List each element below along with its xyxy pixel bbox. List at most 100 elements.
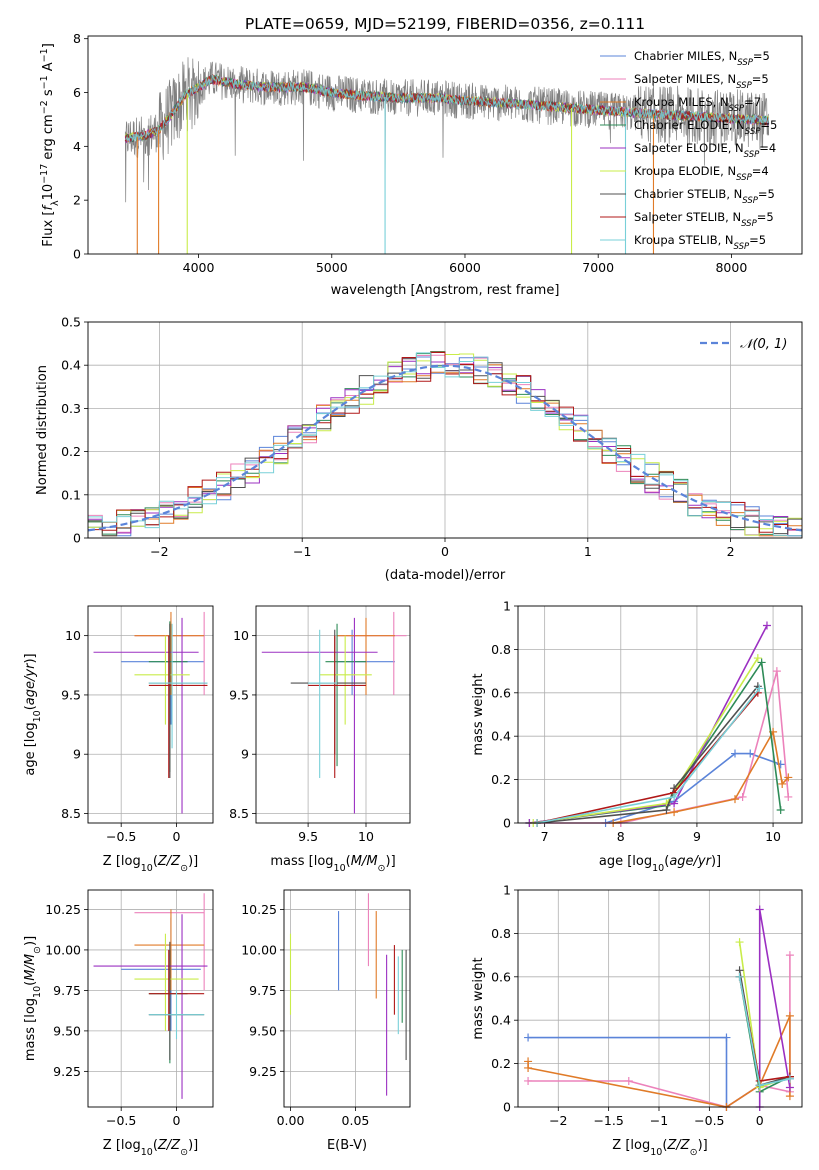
- x-tick-label: 7: [541, 829, 549, 844]
- histogram-kroupa-stelib: [88, 352, 802, 537]
- label-part: mass [log: [270, 854, 333, 869]
- label-part: −2: [39, 100, 50, 114]
- label-part: 10: [141, 1147, 153, 1158]
- y-tick-label: 0.5: [61, 315, 81, 330]
- x-axis-label: wavelength [Angstrom, rest frame]: [331, 283, 560, 298]
- plot-frame: [283, 889, 411, 1108]
- x-tick-label: 0.05: [342, 1113, 370, 1128]
- series-line-chabrier-stelib: [536, 685, 759, 824]
- label-part: (: [153, 854, 158, 869]
- y-tick-label: 6: [73, 85, 81, 100]
- y-axis-label: mass weight: [471, 957, 486, 1039]
- y-tick-label: 9.25: [53, 1064, 81, 1079]
- data-point-salpeter-elodie: [762, 621, 771, 630]
- label-part: 10: [32, 710, 43, 722]
- data-point-salpeter-elodie: [785, 1083, 794, 1092]
- x-tick-label: −0.5: [106, 1113, 136, 1128]
- label-part: (: [346, 854, 351, 869]
- legend-label-sub: SSP: [745, 127, 761, 137]
- y-tick-label: 9.50: [53, 1023, 81, 1038]
- data-point-kroupa-miles: [785, 1011, 794, 1020]
- legend-label-suffix: =4: [759, 141, 776, 155]
- label-part: 10: [652, 863, 664, 874]
- label-part: s: [41, 89, 56, 100]
- y-tick-label: 9.5: [61, 687, 81, 702]
- legend-label-sub: SSP: [736, 81, 752, 91]
- legend-label: Salpeter MILES, NSSP=5: [634, 72, 769, 91]
- legend-label: Chabrier MILES, NSSP=5: [634, 49, 770, 68]
- y-tick-label: 0.2: [61, 444, 81, 459]
- y-axis-label: Normed distribution: [35, 365, 50, 495]
- data-point-salpeter-miles: [524, 1076, 533, 1085]
- y-tick-label: 0.1: [61, 487, 81, 502]
- y-tick-label: 10.25: [241, 902, 277, 917]
- y-tick-label: 10.25: [45, 902, 81, 917]
- y-tick-label: 0: [73, 247, 81, 262]
- x-tick-label: 9.5: [298, 829, 318, 844]
- x-tick-label: −0.5: [694, 1113, 724, 1128]
- y-tick-label: 8.5: [61, 806, 81, 821]
- x-tick-label: 1: [584, 544, 592, 559]
- y-tick-label: 4: [73, 139, 81, 154]
- data-point-kroupa-miles: [785, 1092, 794, 1101]
- y-tick-label: 9: [73, 747, 81, 762]
- legend-label-sub: SSP: [736, 173, 752, 183]
- data-point-salpeter-elodie: [755, 905, 764, 914]
- label-part: M/M: [23, 954, 38, 981]
- label-part: Z [log: [103, 854, 141, 869]
- label-part: 10: [41, 184, 56, 201]
- panel-mass-vs-ebv: 0.00 0.05 9.25 9.50 9.75 10.00 10.25 E(B-V): [241, 889, 411, 1153]
- legend-label-sub: SSP: [742, 196, 758, 206]
- label-part: age/yr: [669, 854, 712, 869]
- y-axis-label: mass weight: [471, 673, 486, 755]
- legend-label-suffix: =5: [752, 72, 769, 86]
- y-tick-label: 9.5: [229, 687, 249, 702]
- label-part: 10: [32, 986, 43, 998]
- legend-label-sub: SSP: [741, 219, 757, 229]
- legend-label: Chabrier ELODIE, NSSP=5: [634, 118, 777, 137]
- legend-label-sub: SSP: [734, 242, 750, 252]
- legend-label-sub: SSP: [737, 58, 753, 68]
- label-part: λ: [50, 200, 61, 206]
- data-point-kroupa-stelib: [755, 684, 764, 693]
- label-part: ⊙: [32, 946, 43, 954]
- y-tick-label: 10.00: [241, 942, 277, 957]
- legend-label: Salpeter STELIB, NSSP=5: [634, 210, 774, 229]
- y-tick-label: 0.6: [491, 969, 511, 984]
- y-axis-label: Flux [fλ10−17 erg cm−2 s−1 A−1]: [39, 43, 61, 247]
- data-point-salpeter-miles: [784, 792, 793, 801]
- label-part: ⊙: [690, 1147, 698, 1158]
- x-tick-label: 2: [727, 544, 735, 559]
- data-point-salpeter-miles: [738, 792, 747, 801]
- label-part: Z/Z: [157, 1138, 181, 1153]
- y-tick-label: 0: [73, 531, 81, 546]
- panel-massweight-vs-z: −2 −1.5 −1 −0.5 0 0 0.2 0.4 0.6 0.8 1 Z [log10(Z/Z⊙…: [471, 883, 803, 1158]
- label-part: 10: [141, 863, 153, 874]
- legend-label-main: Kroupa MILES, N: [634, 95, 729, 109]
- label-part: (: [664, 854, 669, 869]
- label-part: ⊙: [180, 1147, 188, 1158]
- label-part: )]: [23, 936, 38, 946]
- legend-label-main: Salpeter ELODIE, N: [634, 141, 744, 155]
- x-tick-label: 9: [693, 829, 701, 844]
- label-part: (: [153, 1138, 158, 1153]
- data-point-chabrier-miles: [524, 1033, 533, 1042]
- plot-frame: [87, 605, 214, 824]
- label-part: )]: [23, 653, 38, 663]
- x-tick-label: −0.5: [106, 829, 136, 844]
- x-tick-label: 0.00: [277, 1113, 305, 1128]
- label-part: ⊙: [378, 863, 386, 874]
- label-part: )]: [188, 1138, 198, 1153]
- x-tick-label: 8: [617, 829, 625, 844]
- legend-label: Kroupa ELODIE, NSSP=4: [634, 164, 769, 183]
- model-line-kroupa-stelib: [124, 74, 770, 143]
- y-tick-label: 0.4: [61, 358, 81, 373]
- label-part: −1: [39, 75, 50, 89]
- label-part: 10: [650, 1147, 662, 1158]
- data-point-kroupa-miles: [670, 808, 679, 817]
- chart-title: PLATE=0659, MJD=52199, FIBERID=0356, z=0…: [245, 15, 645, 33]
- label-part: age/yr: [23, 662, 38, 705]
